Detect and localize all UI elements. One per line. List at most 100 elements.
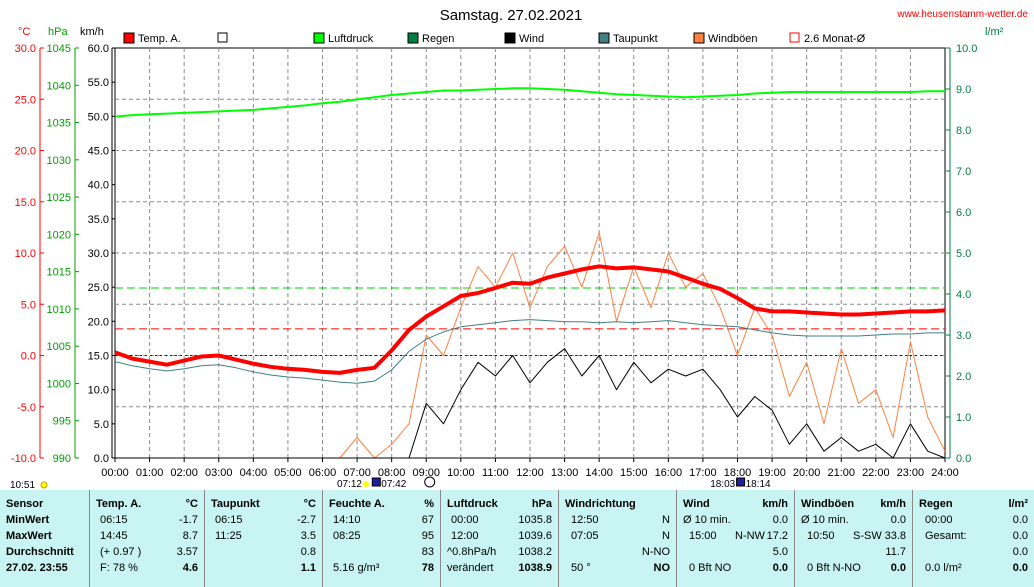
axes: 30.0 25.0 20.0 15.0 10.0 5.0 0.0 -5.0 -10.0 1045 1… <box>11 43 978 479</box>
wind-min-time: Ø 10 min. <box>683 514 731 526</box>
sensor-header: Sensor <box>6 498 44 510</box>
tick-label: 4.0 <box>956 289 971 301</box>
tick-label: 25.0 <box>88 282 109 294</box>
reference-lines <box>115 287 945 356</box>
time-label: 22:00 <box>862 467 890 479</box>
hum-unit: % <box>424 498 434 510</box>
tick-label: 6.0 <box>956 207 971 219</box>
time-label: 12:00 <box>516 467 544 479</box>
legend-label-4: Wind <box>519 33 544 45</box>
tick-label: 1005 <box>47 341 71 353</box>
tick-label: -5.0 <box>17 402 36 414</box>
tick-label: 1025 <box>47 192 71 204</box>
col-wind: Wind km/h Ø 10 min. 0.0 15:00 N-NW 17.2 … <box>677 490 795 587</box>
dir-avg-val: N-NO <box>641 546 670 558</box>
tick-label: 9.0 <box>956 84 971 96</box>
dew-min-val: -2.7 <box>297 514 316 526</box>
time-label: 19:00 <box>758 467 786 479</box>
time-label: 16:00 <box>655 467 683 479</box>
gust-min-time: Ø 10 min. <box>801 514 849 526</box>
tick-label: 3.0 <box>956 330 971 342</box>
tick-label: 0.0 <box>21 351 36 363</box>
hum-max-val: 95 <box>421 530 434 542</box>
rain-min-time: 00:00 <box>925 514 953 526</box>
col-dew: Taupunkt °C 06:15 -2.7 11:25 3.5 0.8 1.1 <box>205 490 323 587</box>
dew-now-val: 1.1 <box>300 562 316 574</box>
hum-max-time: 08:25 <box>333 530 361 542</box>
dir-now-note: 50 ° <box>571 562 591 574</box>
time-markers: 10:51 07:12 07:42 18:03 18:14 <box>10 476 771 490</box>
tick-label: 25.0 <box>15 94 36 106</box>
sun-icon <box>40 481 48 489</box>
time-label: 09:00 <box>412 467 440 479</box>
unit-temp: °C <box>18 26 30 38</box>
gust-unit: km/h <box>880 498 906 510</box>
legend-swatch-2 <box>313 32 325 44</box>
press-avg-note: ^0.8hPa/h <box>447 546 497 558</box>
legend-label-6: Windböen <box>708 33 758 45</box>
tick-label: 5.0 <box>956 248 971 260</box>
press-min-time: 00:00 <box>451 514 479 526</box>
wind-now-note: 0 Bft NO <box>689 562 732 574</box>
tick-label: 1035 <box>47 118 71 130</box>
tick-label: 995 <box>53 416 71 428</box>
tick-label: 10.0 <box>956 43 977 55</box>
temp-avg-note: (+ 0.97 ) <box>100 546 142 558</box>
dir-header: Windrichtung <box>565 498 636 510</box>
tick-label: 10.0 <box>88 385 109 397</box>
press-unit: hPa <box>531 498 552 510</box>
press-avg-val: 1038.2 <box>518 546 552 558</box>
gust-max-time: 10:50 <box>807 530 835 542</box>
press-now-note: verändert <box>447 562 494 574</box>
time-label: 18:00 <box>724 467 752 479</box>
press-header: Luftdruck <box>447 498 498 510</box>
col-gusts: Windböen km/h Ø 10 min. 0.0 10:50 S-SW 3… <box>795 490 913 587</box>
temp-now-val: 4.6 <box>182 562 198 574</box>
moon-phase-icon <box>424 476 436 488</box>
rain-now-val: 0.0 <box>1012 562 1028 574</box>
tick-label: 55.0 <box>88 77 109 89</box>
gust-avg-val: 11.7 <box>885 546 906 558</box>
dew-max-time: 11:25 <box>215 530 242 542</box>
tick-label: 1.0 <box>956 412 971 424</box>
legend-swatch-6 <box>693 32 705 44</box>
wind-max-time: 15:00 <box>689 530 717 542</box>
time-label: 20:00 <box>793 467 821 479</box>
time-label: 21:00 <box>827 467 855 479</box>
press-max-time: 12:00 <box>451 530 479 542</box>
time-label: 00:00 <box>101 467 129 479</box>
time-label: 05:00 <box>274 467 302 479</box>
tick-label: 5.0 <box>94 419 109 431</box>
time-label: 08:00 <box>378 467 406 479</box>
sunset-label: 18:03 <box>710 479 735 490</box>
time-label: 15:00 <box>620 467 648 479</box>
legend-swatch-3 <box>407 32 419 44</box>
tick-label: 30.0 <box>15 43 36 55</box>
rain-now-note: 0.0 l/m² <box>925 562 962 574</box>
hum-avg-val: 83 <box>421 546 434 558</box>
gust-max-val: 33.8 <box>884 530 906 542</box>
time-label: 17:00 <box>689 467 717 479</box>
date-title: Samstag. 27.02.2021 <box>440 7 583 24</box>
tick-label: 7.0 <box>956 166 971 178</box>
dew-max-val: 3.5 <box>300 530 316 542</box>
tick-label: 45.0 <box>88 146 109 158</box>
hum-now-note: 5.16 g/m³ <box>333 562 380 574</box>
tick-label: 40.0 <box>88 180 109 192</box>
gust-min-val: 0.0 <box>890 514 906 526</box>
rain-min-val: 0.0 <box>1012 514 1028 526</box>
legend-label-3: Regen <box>422 33 454 45</box>
stamp-label: 10:51 <box>10 480 35 490</box>
press-now-val: 1038.9 <box>518 562 552 574</box>
tick-label: 5.0 <box>21 299 36 311</box>
temp-max-time: 14:45 <box>100 530 128 542</box>
time-label: 24:00 <box>931 467 959 479</box>
dew-avg-val: 0.8 <box>300 546 316 558</box>
rain-max-val: 0.0 <box>1012 530 1028 542</box>
time-label: 10:00 <box>447 467 475 479</box>
time-label: 02:00 <box>170 467 198 479</box>
tick-label: 1015 <box>47 267 71 279</box>
summary-table: Sensor MinWert MaxWert Durchschnitt 27.0… <box>0 490 1034 587</box>
rain-max-label: Gesamt: <box>925 530 967 542</box>
tick-label: 8.0 <box>956 125 971 137</box>
